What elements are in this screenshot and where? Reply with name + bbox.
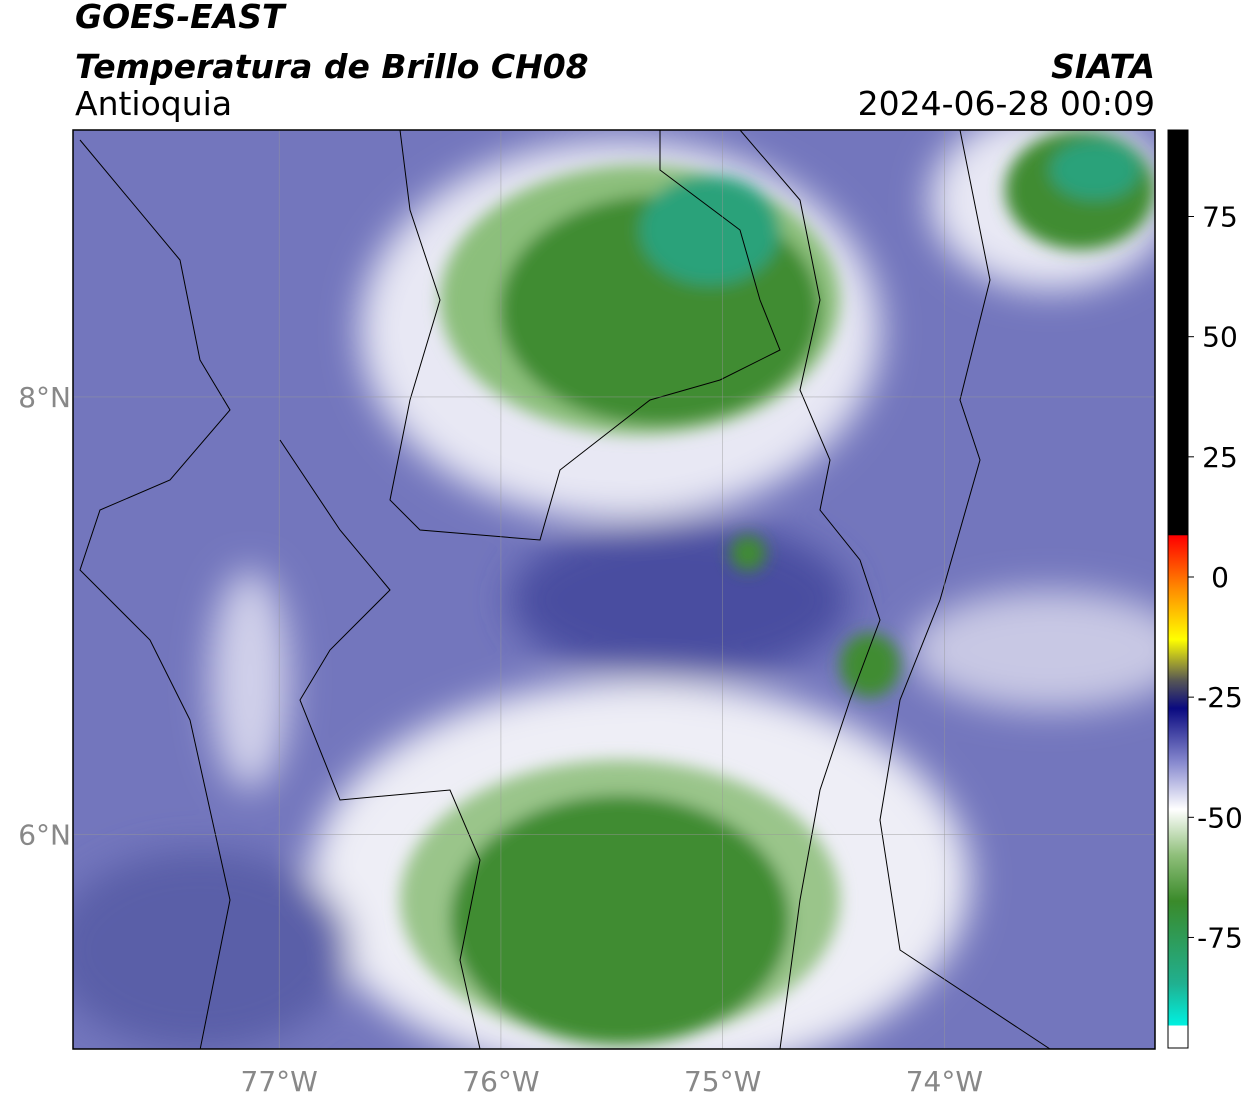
source: SIATA [1051,47,1155,86]
y-tick-label: 8°N [18,381,71,414]
colorbar-tick-label: -50 [1197,801,1243,834]
colorbar-tick-label: -25 [1197,681,1243,714]
title: GOES-EAST [75,0,287,36]
region: Antioquia [75,84,232,123]
x-tick-label: 74°W [906,1065,983,1098]
grid [73,130,1155,1049]
map-frame [72,129,1156,1050]
x-tick-label: 77°W [241,1065,318,1098]
colorbar-tick-label: 25 [1202,441,1238,474]
colorbar-tick-label: -75 [1197,921,1243,954]
subtitle: Temperatura de Brillo CH08 [75,47,589,86]
colorbar-tick-label: 75 [1202,201,1238,234]
x-tick-label: 76°W [462,1065,539,1098]
x-tick-label: 75°W [684,1065,761,1098]
imagery [73,130,1155,1049]
colorbar-tick-label: 50 [1202,321,1238,354]
colorbar [1167,129,1189,1049]
y-tick-label: 6°N [18,819,71,852]
colorbar-tick-label: 0 [1211,561,1229,594]
datetime: 2024-06-28 00:09 [858,84,1155,123]
